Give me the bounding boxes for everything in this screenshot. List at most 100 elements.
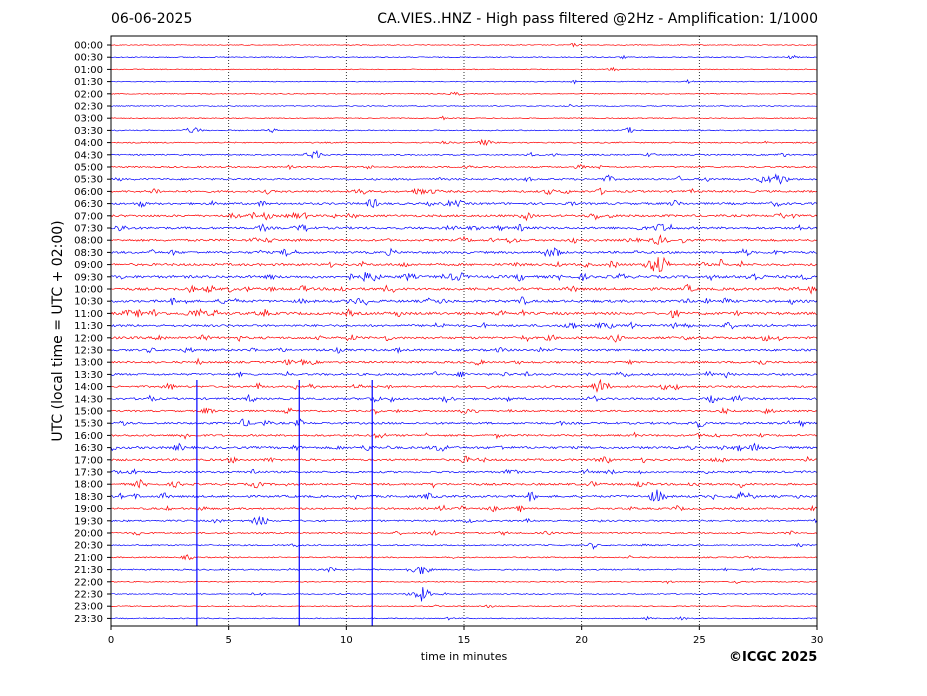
row-time-label: 03:00 xyxy=(74,114,103,125)
row-time-label: 20:30 xyxy=(74,541,103,552)
row-time-label: 06:00 xyxy=(74,187,103,198)
seismic-trace xyxy=(110,187,818,196)
row-time-label: 08:00 xyxy=(74,236,103,247)
row-time-label: 19:30 xyxy=(74,516,103,527)
seismic-trace xyxy=(110,378,818,393)
seismic-trace xyxy=(110,587,818,602)
seismic-trace xyxy=(110,442,818,452)
row-time-label: 11:30 xyxy=(74,321,103,332)
seismic-trace xyxy=(110,407,818,415)
row-time-label: 19:00 xyxy=(74,504,103,515)
row-time-label: 05:00 xyxy=(74,163,103,174)
row-time-label: 00:00 xyxy=(74,41,103,52)
seismic-trace xyxy=(110,138,817,146)
seismic-trace xyxy=(110,455,818,464)
x-tick-label: 20 xyxy=(575,635,588,646)
row-time-label: 03:30 xyxy=(74,126,103,137)
row-time-label: 15:00 xyxy=(74,407,103,418)
row-time-label: 04:00 xyxy=(74,138,103,149)
seismic-trace xyxy=(110,115,818,121)
x-tick-label: 0 xyxy=(108,635,114,646)
seismic-trace xyxy=(110,54,818,60)
row-time-label: 20:00 xyxy=(74,529,103,540)
seismic-trace xyxy=(110,91,818,96)
row-time-label: 08:30 xyxy=(74,248,103,259)
row-time-label: 06:30 xyxy=(74,199,103,210)
seismic-trace xyxy=(110,173,818,185)
row-time-label: 22:00 xyxy=(74,577,103,588)
row-time-label: 01:00 xyxy=(74,65,103,76)
row-time-label: 07:00 xyxy=(74,211,103,222)
seismic-trace xyxy=(110,234,818,246)
row-time-label: 04:30 xyxy=(74,150,103,161)
seismic-trace xyxy=(110,149,818,160)
row-time-label: 02:00 xyxy=(74,89,103,100)
seismic-trace xyxy=(110,127,818,134)
row-time-label: 12:30 xyxy=(74,346,103,357)
row-time-label: 10:00 xyxy=(74,285,103,296)
x-axis-label: time in minutes xyxy=(421,650,508,663)
seismic-trace xyxy=(110,554,818,561)
seismic-trace xyxy=(110,223,818,233)
row-time-label: 14:00 xyxy=(74,382,103,393)
row-time-label: 21:30 xyxy=(74,565,103,576)
x-tick-label: 25 xyxy=(693,635,706,646)
seismic-trace xyxy=(110,296,818,306)
x-tick-label: 30 xyxy=(811,635,824,646)
row-time-label: 23:00 xyxy=(74,602,103,613)
seismic-trace xyxy=(110,283,818,295)
seismic-trace xyxy=(110,357,818,366)
row-time-label: 21:00 xyxy=(74,553,103,564)
seismic-trace xyxy=(110,247,818,258)
seismic-trace xyxy=(110,199,818,209)
row-time-label: 01:30 xyxy=(74,77,103,88)
x-tick-label: 15 xyxy=(458,635,471,646)
seismic-trace xyxy=(110,307,818,319)
seismic-trace xyxy=(110,346,818,354)
seismic-trace xyxy=(110,604,818,609)
seismic-trace xyxy=(110,164,817,171)
row-time-label: 13:30 xyxy=(74,370,103,381)
seismic-trace xyxy=(111,418,818,429)
row-time-label: 09:00 xyxy=(74,260,103,271)
x-tick-label: 10 xyxy=(340,635,353,646)
row-time-label: 02:30 xyxy=(74,102,103,113)
seismic-trace xyxy=(110,580,818,585)
seismic-trace xyxy=(110,271,818,283)
seismic-trace xyxy=(110,211,818,222)
seismic-trace xyxy=(111,79,818,85)
trace-layer xyxy=(110,42,818,621)
seismic-trace xyxy=(110,103,818,107)
row-time-label: 23:30 xyxy=(74,614,103,625)
copyright-label: ©ICGC 2025 xyxy=(729,650,818,665)
row-time-label: 00:30 xyxy=(74,53,103,64)
seismic-trace xyxy=(110,489,818,502)
row-time-label: 17:30 xyxy=(74,468,103,479)
seismic-trace xyxy=(111,566,818,575)
seismic-trace xyxy=(110,256,818,273)
grid-layer xyxy=(228,36,700,626)
seismic-trace xyxy=(110,542,818,550)
seismic-trace xyxy=(110,321,818,330)
row-time-label: 07:30 xyxy=(74,224,103,235)
seismic-trace xyxy=(110,393,818,404)
seismic-trace xyxy=(110,468,818,475)
seismic-trace xyxy=(110,504,818,513)
row-time-label: 10:30 xyxy=(74,297,103,308)
spike-layer xyxy=(196,380,373,626)
row-time-label: 05:30 xyxy=(74,175,103,186)
x-ticks: 0 5 10 15 20 25 30 xyxy=(108,626,824,646)
row-time-label: 11:00 xyxy=(74,309,103,320)
seismic-trace xyxy=(110,515,818,526)
y-axis-label: UTC (local time = UTC + 02:00) xyxy=(50,220,66,441)
x-tick-label: 5 xyxy=(225,635,231,646)
chart-title: CA.VIES..HNZ - High pass filtered @2Hz -… xyxy=(377,11,818,27)
row-time-label: 13:00 xyxy=(74,358,103,369)
row-time-label: 15:30 xyxy=(74,419,103,430)
row-time-label: 12:00 xyxy=(74,333,103,344)
seismic-trace xyxy=(110,333,818,343)
row-time-label: 16:30 xyxy=(74,443,103,454)
row-time-label: 18:00 xyxy=(74,480,103,491)
